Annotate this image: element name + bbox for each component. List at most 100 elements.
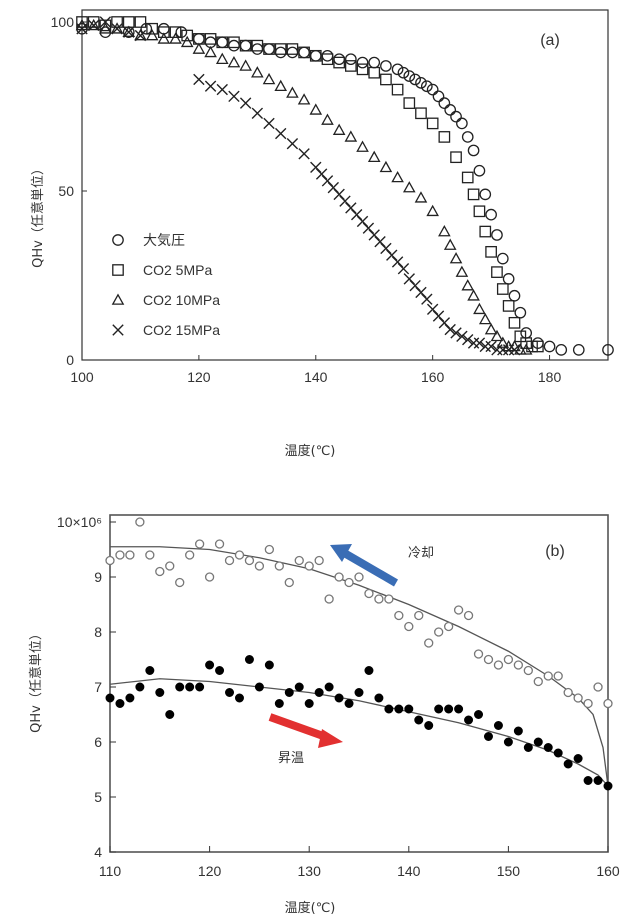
data-point-cross: [462, 334, 474, 346]
data-point-triangle: [344, 130, 358, 142]
data-point-cross: [134, 29, 147, 42]
data-point-filled-circle: [593, 776, 603, 785]
data-point-circle: [450, 110, 462, 123]
data-point-circle: [344, 53, 357, 66]
x-axis-label-b: 温度(℃): [285, 900, 336, 916]
data-point-cross: [456, 330, 468, 343]
data-point-triangle: [473, 302, 486, 315]
data-point-circle: [403, 70, 416, 82]
data-point-open-circle: [573, 693, 583, 703]
data-point-square: [467, 188, 480, 201]
data-point-cross: [193, 73, 205, 86]
data-point-filled-circle: [394, 704, 404, 714]
data-point-cross: [228, 90, 240, 103]
x-tick-label-a: 160: [421, 369, 445, 385]
data-point-filled-circle: [155, 688, 165, 697]
data-point-triangle: [145, 28, 159, 41]
data-point-triangle: [110, 22, 124, 34]
data-point-triangle: [356, 140, 369, 152]
data-point-triangle: [251, 66, 264, 78]
data-point-square: [286, 43, 299, 55]
data-point-cross: [502, 344, 515, 356]
data-point-open-circle: [394, 610, 404, 621]
y-tick-label-b: 9: [94, 569, 102, 585]
series-b-0: [105, 517, 613, 709]
data-point-square: [309, 49, 322, 62]
data-point-triangle: [478, 312, 492, 325]
data-point-circle: [333, 53, 346, 66]
y-tick-label-b: 7: [94, 679, 102, 695]
data-point-open-circle: [274, 561, 284, 571]
data-point-open-circle: [523, 665, 533, 676]
data-point-cross: [479, 340, 491, 353]
data-point-triangle: [496, 336, 510, 348]
data-point-circle: [274, 46, 287, 59]
data-point-square: [473, 205, 486, 218]
data-point-open-circle: [294, 555, 304, 566]
data-point-filled-circle: [314, 688, 324, 697]
data-point-cross: [204, 80, 217, 92]
data-point-square: [496, 283, 509, 295]
data-point-open-circle: [463, 610, 474, 621]
x-tick-label-a: 140: [304, 369, 328, 385]
data-point-open-circle: [563, 687, 573, 698]
data-point-open-circle: [384, 594, 394, 604]
legend-label-a: 大気圧: [143, 232, 185, 248]
data-point-open-circle: [443, 621, 454, 632]
data-point-square: [181, 29, 194, 42]
x-tick-label-b: 110: [99, 863, 122, 879]
y-tick-label-b: 5: [94, 789, 102, 805]
data-point-triangle: [379, 160, 393, 173]
cooling-annotation: 冷却: [408, 546, 434, 561]
data-point-open-circle: [105, 555, 115, 566]
legend-marker-square: [112, 264, 124, 276]
x-tick-label-b: 120: [198, 863, 222, 879]
data-point-circle: [491, 229, 503, 241]
data-point-cross: [491, 344, 503, 356]
data-point-triangle: [414, 191, 428, 203]
data-point-circle: [508, 289, 521, 302]
x-axis-label-a: 温度(℃): [285, 443, 336, 459]
x-tick-label-b: 150: [497, 863, 521, 879]
y-tick-label-b: 4: [94, 844, 102, 860]
data-point-open-circle: [513, 660, 524, 670]
data-point-open-circle: [404, 621, 414, 632]
data-point-square: [204, 33, 217, 45]
data-point-open-circle: [314, 555, 324, 566]
data-point-filled-circle: [135, 682, 145, 692]
data-point-open-circle: [603, 698, 613, 709]
data-point-open-circle: [304, 561, 314, 571]
data-point-filled-circle: [434, 704, 444, 714]
data-point-square: [146, 22, 158, 35]
y-tick-label-b: 10×10⁶: [57, 514, 102, 530]
data-point-circle: [502, 273, 515, 285]
data-point-filled-circle: [234, 693, 244, 703]
data-point-open-circle: [284, 577, 294, 588]
y-axis-label-b: QHv（任意単位）: [28, 627, 44, 733]
data-point-circle: [543, 340, 556, 353]
y-tick-label-b: 8: [94, 624, 102, 640]
data-point-open-circle: [194, 539, 205, 549]
data-point-filled-circle: [424, 721, 434, 730]
data-point-square: [485, 245, 497, 258]
data-point-triangle: [490, 329, 504, 342]
data-point-circle: [263, 43, 275, 55]
data-point-filled-circle: [205, 660, 215, 670]
data-point-triangle: [438, 225, 451, 237]
data-point-filled-circle: [274, 699, 284, 708]
data-point-open-circle: [473, 649, 484, 659]
data-point-filled-circle: [324, 682, 334, 692]
data-point-open-circle: [175, 577, 185, 588]
data-point-circle: [444, 104, 457, 116]
data-point-open-circle: [424, 638, 434, 648]
data-point-filled-circle: [115, 699, 125, 708]
data-point-triangle: [87, 18, 100, 31]
data-point-triangle: [443, 238, 457, 250]
data-point-square: [368, 66, 381, 79]
data-point-cross: [111, 23, 123, 35]
legend-label-a: CO2 10MPa: [143, 292, 220, 308]
data-point-filled-circle: [284, 688, 294, 697]
data-point-filled-circle: [354, 688, 364, 697]
data-point-square: [228, 36, 240, 49]
